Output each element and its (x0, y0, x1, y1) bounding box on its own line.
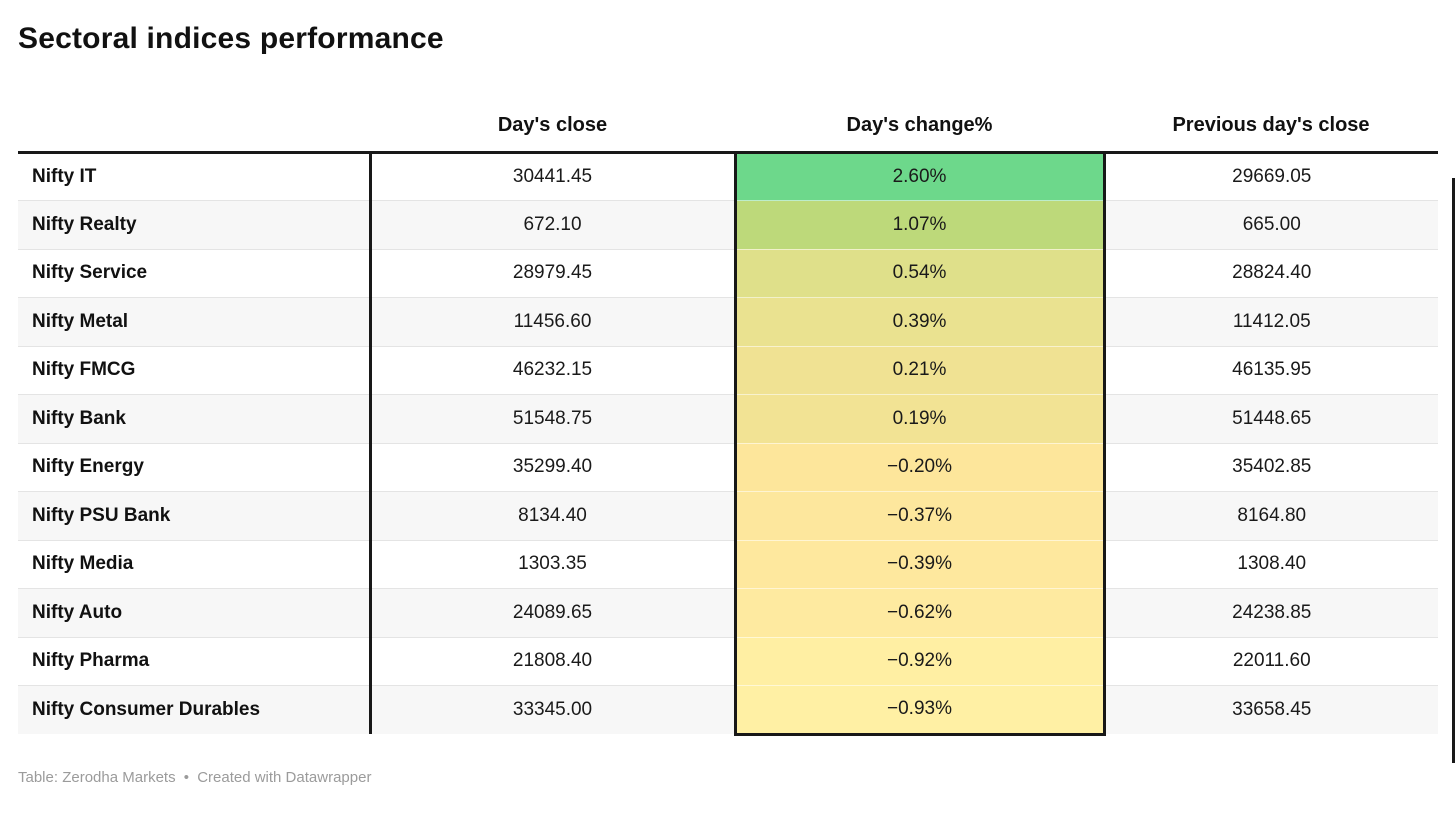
days-close-cell: 46232.15 (370, 345, 735, 395)
table-body: Nifty IT 30441.45 2.60% 29669.05 Nifty R… (18, 152, 1438, 736)
days-change-heatmap-cell: −0.93% (733, 685, 1106, 736)
row-label: Nifty Service (18, 248, 372, 298)
table-source-text[interactable]: Table: Zerodha Markets (18, 768, 176, 786)
previous-close-cell: 22011.60 (1104, 636, 1438, 686)
previous-close-cell: 1308.40 (1104, 539, 1438, 589)
previous-close-cell: 8164.80 (1104, 491, 1438, 540)
days-close-cell: 8134.40 (370, 491, 735, 540)
days-change-heatmap-cell: 1.07% (733, 200, 1106, 249)
table-row: Nifty Realty 672.10 1.07% 665.00 (18, 200, 1438, 249)
table-row: Nifty Metal 11456.60 0.39% 11412.05 (18, 297, 1438, 346)
column-header-days-change: Day's change% (846, 113, 993, 136)
page-title: Sectoral indices performance (18, 22, 444, 55)
column-header-empty (18, 57, 370, 153)
days-close-cell: 28979.45 (370, 248, 735, 298)
row-label: Nifty FMCG (18, 345, 372, 395)
days-close-cell: 24089.65 (370, 588, 735, 637)
previous-close-cell: 28824.40 (1104, 248, 1438, 298)
table-row: Nifty Media 1303.35 −0.39% 1308.40 (18, 539, 1438, 589)
days-change-heatmap-cell: −0.39% (733, 539, 1106, 589)
table-header: Day's close Day's change% Previous day's… (18, 57, 1438, 153)
row-label: Nifty Media (18, 539, 372, 589)
days-change-heatmap-cell: 2.60% (733, 152, 1106, 201)
row-label: Nifty Auto (18, 588, 372, 637)
previous-close-cell: 51448.65 (1104, 394, 1438, 443)
row-label: Nifty Realty (18, 200, 372, 249)
previous-close-cell: 11412.05 (1104, 297, 1438, 346)
column-header-days-close: Day's close (497, 113, 608, 136)
previous-close-cell: 29669.05 (1232, 165, 1312, 187)
row-label: Nifty Energy (18, 442, 372, 492)
days-change-heatmap-cell: 0.21% (733, 345, 1106, 395)
days-change-heatmap-cell: −0.62% (733, 588, 1106, 637)
days-close-cell: 11456.60 (370, 297, 735, 346)
row-label: Nifty PSU Bank (18, 491, 372, 540)
column-header-previous-close: Previous day's close (1172, 113, 1370, 136)
table-row: Nifty FMCG 46232.15 0.21% 46135.95 (18, 345, 1438, 395)
row-label: Nifty Metal (18, 297, 372, 346)
days-close-cell: 672.10 (370, 200, 735, 249)
page: Sectoral indices performance Day's close… (0, 22, 1456, 786)
datawrapper-credit-link[interactable]: Created with Datawrapper (197, 768, 372, 786)
table-row: Nifty Bank 51548.75 0.19% 51448.65 (18, 394, 1438, 443)
days-close-cell: 33345.00 (370, 685, 735, 734)
table-row: Nifty Pharma 21808.40 −0.92% 22011.60 (18, 636, 1438, 686)
sectoral-indices-table: Day's close Day's change% Previous day's… (18, 57, 1438, 736)
footer-separator: • (183, 768, 190, 786)
attribution-footer: Table: Zerodha Markets • Created with Da… (18, 769, 1438, 786)
row-label: Nifty Consumer Durables (18, 685, 372, 734)
table-row: Nifty Energy 35299.40 −0.20% 35402.85 (18, 442, 1438, 492)
previous-close-cell: 24238.85 (1104, 588, 1438, 637)
table-row: Nifty Auto 24089.65 −0.62% 24238.85 (18, 588, 1438, 637)
days-change-heatmap-cell: 0.39% (733, 297, 1106, 346)
table-row: Nifty IT 30441.45 2.60% 29669.05 (18, 152, 1438, 201)
previous-close-cell: 35402.85 (1104, 442, 1438, 492)
days-close-cell: 21808.40 (370, 636, 735, 686)
table-row: Nifty Service 28979.45 0.54% 28824.40 (18, 248, 1438, 298)
previous-close-cell: 33658.45 (1104, 685, 1438, 734)
table-right-edge-rule (1452, 178, 1455, 763)
days-close-cell: 30441.45 (512, 165, 593, 187)
table-row: Nifty Consumer Durables 33345.00 −0.93% … (18, 685, 1438, 736)
row-label: Nifty IT (18, 152, 372, 201)
days-close-cell: 35299.40 (370, 442, 735, 492)
row-label: Nifty Pharma (18, 636, 372, 686)
days-change-heatmap-cell: −0.37% (733, 491, 1106, 540)
days-change-heatmap-cell: −0.92% (733, 636, 1106, 686)
previous-close-cell: 665.00 (1104, 200, 1438, 249)
days-close-cell: 1303.35 (370, 539, 735, 589)
days-change-heatmap-cell: −0.20% (733, 442, 1106, 492)
previous-close-cell: 46135.95 (1104, 345, 1438, 395)
days-change-heatmap-cell: 0.54% (733, 248, 1106, 298)
table-row: Nifty PSU Bank 8134.40 −0.37% 8164.80 (18, 491, 1438, 540)
days-change-heatmap-cell: 0.19% (733, 394, 1106, 443)
days-close-cell: 51548.75 (370, 394, 735, 443)
row-label: Nifty Bank (18, 394, 372, 443)
